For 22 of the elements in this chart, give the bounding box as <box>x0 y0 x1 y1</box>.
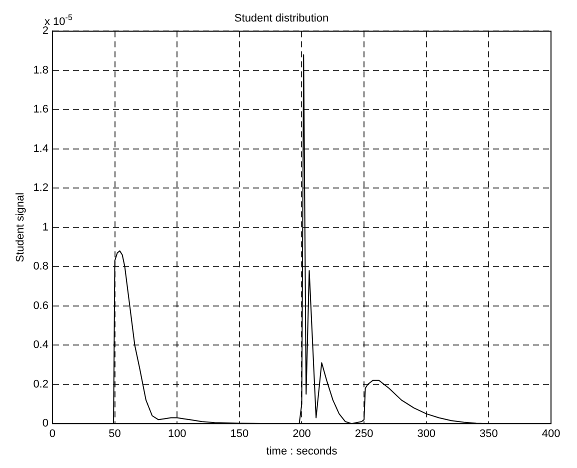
y-tick-label: 2 <box>42 25 48 38</box>
y-tick-label: 1.2 <box>33 182 48 194</box>
x-tick-label: 100 <box>168 428 186 440</box>
y-tick-label: 0.8 <box>33 260 48 273</box>
x-tick-label: 400 <box>542 428 560 440</box>
y-tick-label: 1.6 <box>33 104 48 116</box>
y-tick-label: 0.6 <box>33 300 48 312</box>
y-tick-label: 1.4 <box>33 142 48 155</box>
x-tick-label: 300 <box>417 428 436 440</box>
y-tick-label: 1.8 <box>33 64 48 76</box>
x-tick-label: 250 <box>354 428 374 440</box>
y-tick-label: 0.2 <box>33 378 48 390</box>
x-tick-label: 50 <box>108 428 121 440</box>
y-tick-label: 0.4 <box>33 339 48 352</box>
x-tick-label: 350 <box>480 428 498 440</box>
x-tick-label: 200 <box>292 428 311 440</box>
y-tick-label: 0 <box>42 418 48 430</box>
x-tick-label: 150 <box>230 428 249 440</box>
y-tick-label: 1 <box>42 221 48 234</box>
chart-title: Student distribution <box>234 12 329 25</box>
y-axis-title: Student signal <box>14 192 27 262</box>
x-axis-title: time : seconds <box>266 445 338 458</box>
